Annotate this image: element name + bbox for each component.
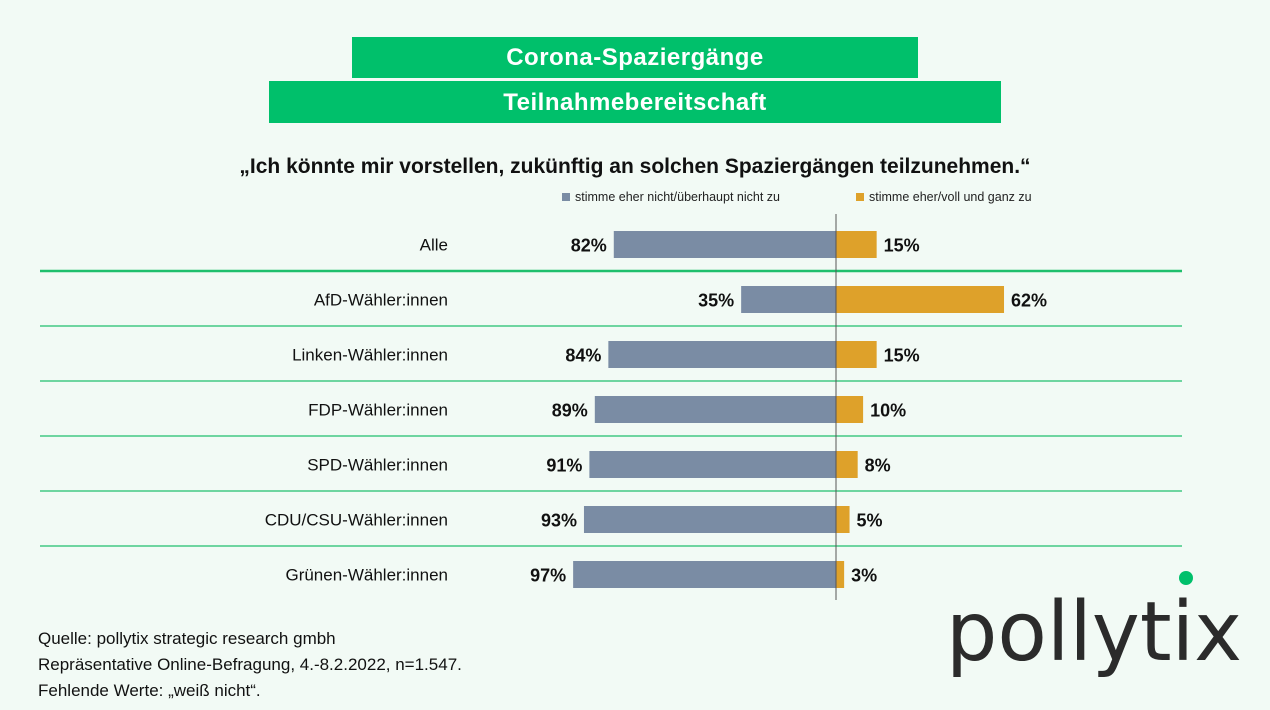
bar-disagree (741, 286, 836, 313)
pollytix-logo: pollytix (946, 571, 1242, 680)
logo-wordmark: pollytix (946, 585, 1242, 680)
data-label-agree: 5% (857, 511, 883, 531)
data-label-agree: 15% (884, 346, 920, 366)
bar-agree (836, 341, 877, 368)
data-label-disagree: 89% (552, 401, 588, 421)
legend-label-agree: stimme eher/voll und ganz zu (869, 190, 1032, 204)
method-line: Repräsentative Online-Befragung, 4.-8.2.… (38, 655, 462, 674)
bar-agree (836, 231, 877, 258)
category-label: AfD-Wähler:innen (314, 291, 448, 310)
data-label-disagree: 82% (571, 236, 607, 256)
legend-swatch-disagree (562, 193, 570, 201)
legend-item-disagree: stimme eher nicht/überhaupt nicht zu (562, 190, 780, 204)
category-label: SPD-Wähler:innen (307, 456, 448, 475)
bar-agree (836, 396, 864, 423)
data-label-disagree: 35% (698, 291, 734, 311)
logo-dot (1179, 571, 1193, 585)
chart-title-banner: Corona-Spaziergänge (352, 37, 918, 78)
bar-agree (836, 451, 858, 478)
bar-disagree (594, 396, 836, 423)
bar-disagree (613, 231, 836, 258)
category-label: FDP-Wähler:innen (308, 401, 448, 420)
category-label: Linken-Wähler:innen (292, 346, 448, 365)
bar-agree (836, 561, 845, 588)
legend-label-disagree: stimme eher nicht/überhaupt nicht zu (575, 190, 780, 204)
missing-values-line: Fehlende Werte: „weiß nicht“. (38, 681, 261, 700)
bar-agree (836, 506, 850, 533)
chart-subtitle: Teilnahmebereitschaft (503, 89, 767, 116)
data-label-agree: 8% (865, 456, 891, 476)
legend-swatch-agree (856, 193, 864, 201)
category-label: CDU/CSU-Wähler:innen (265, 511, 448, 530)
data-label-disagree: 91% (546, 456, 582, 476)
bar-disagree (589, 451, 836, 478)
data-label-agree: 10% (870, 401, 906, 421)
chart-subtitle-banner: Teilnahmebereitschaft (269, 81, 1001, 123)
bar-disagree (573, 561, 836, 588)
data-label-disagree: 97% (530, 566, 566, 586)
legend-item-agree: stimme eher/voll und ganz zu (856, 190, 1032, 204)
bar-disagree (583, 506, 836, 533)
source-line: Quelle: pollytix strategic research gmbh (38, 629, 336, 648)
chart-title: Corona-Spaziergänge (506, 44, 764, 71)
source-footer: Quelle: pollytix strategic research gmbh… (38, 626, 462, 704)
category-label: Alle (420, 236, 448, 255)
category-label: Grünen-Wähler:innen (285, 566, 448, 585)
data-label-agree: 3% (851, 566, 877, 586)
bar-disagree (608, 341, 836, 368)
survey-question: „Ich könnte mir vorstellen, zukünftig an… (239, 155, 1031, 178)
data-label-agree: 15% (884, 236, 920, 256)
bar-agree (836, 286, 1005, 313)
data-label-disagree: 84% (565, 346, 601, 366)
data-label-agree: 62% (1011, 291, 1047, 311)
data-label-disagree: 93% (541, 511, 577, 531)
